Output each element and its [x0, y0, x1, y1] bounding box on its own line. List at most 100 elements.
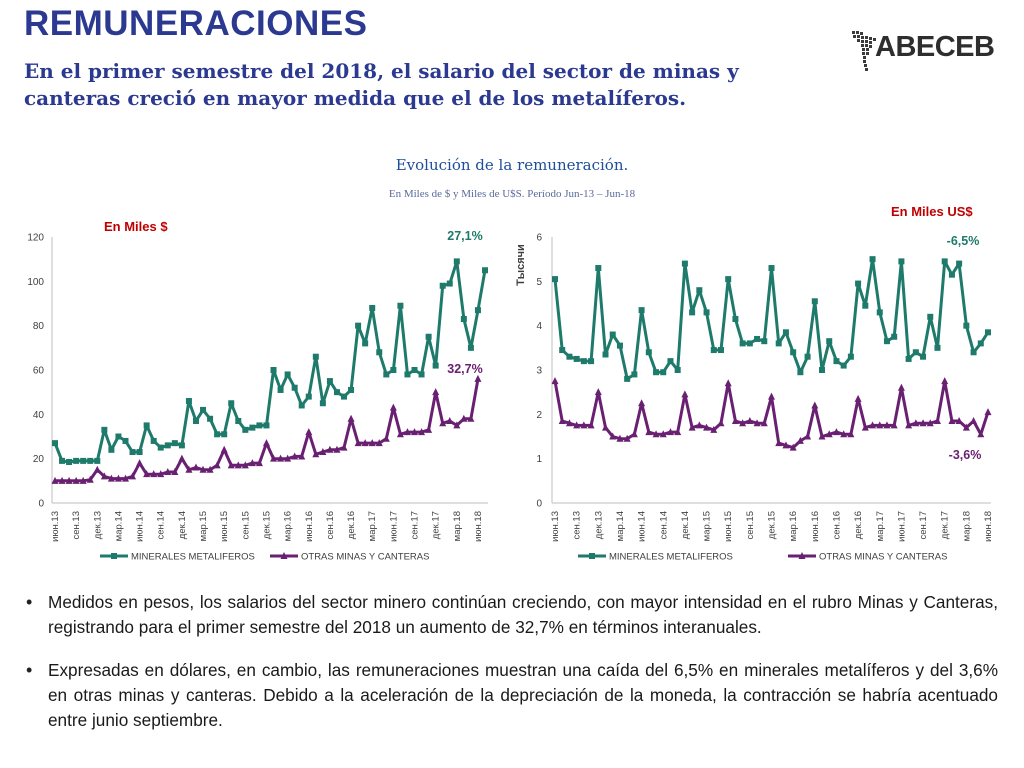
data-point-triangle — [206, 465, 214, 473]
data-point-square — [689, 309, 696, 316]
data-point-triangle — [396, 430, 404, 438]
data-point-triangle — [897, 383, 905, 391]
bullet-list: • Medidos en pesos, los salarios del sec… — [26, 590, 998, 751]
data-point-square — [883, 338, 890, 345]
data-point-triangle — [854, 394, 862, 402]
data-point-triangle — [51, 476, 59, 484]
data-point-triangle — [984, 408, 992, 416]
x-tick-label: дек.16 — [853, 511, 864, 539]
data-point-square — [319, 400, 326, 407]
data-point-square — [855, 280, 862, 287]
legend-marker — [280, 552, 288, 559]
data-point-square — [348, 386, 355, 393]
data-point-triangle — [453, 421, 461, 429]
data-point-triangle — [86, 475, 94, 483]
data-point-triangle — [382, 434, 390, 442]
data-point-square — [609, 331, 616, 338]
data-point-triangle — [192, 463, 200, 471]
x-tick-label: дек.14 — [177, 511, 188, 539]
x-tick-label: мар.16 — [283, 511, 294, 541]
data-point-square — [122, 437, 129, 444]
y-tick-label: 5 — [536, 277, 542, 288]
data-point-triangle — [890, 421, 898, 429]
data-point-triangle — [941, 377, 949, 385]
data-point-square — [847, 353, 854, 360]
data-point-triangle — [199, 465, 207, 473]
data-point-square — [552, 276, 558, 283]
legend-label: MINERALES METALIFEROS — [131, 552, 255, 563]
data-point-square — [963, 322, 970, 329]
data-point-triangle — [825, 430, 833, 438]
x-tick-label: дек.17 — [940, 511, 951, 539]
data-point-triangle — [804, 432, 812, 440]
x-tick-label: июн.13 — [50, 511, 61, 542]
data-point-square — [667, 358, 674, 365]
data-point-square — [221, 431, 228, 438]
data-point-square — [446, 280, 453, 287]
x-tick-label: мар.14 — [615, 511, 626, 541]
abeceb-logo: ABECEB — [848, 28, 995, 74]
data-point-square — [59, 457, 66, 464]
annotation-label: -3,6% — [949, 448, 982, 462]
data-point-triangle — [291, 452, 299, 460]
data-point-triangle — [558, 416, 566, 424]
data-point-triangle — [136, 459, 144, 467]
data-point-square — [129, 449, 136, 456]
data-point-triangle — [811, 401, 819, 409]
data-point-triangle — [652, 430, 660, 438]
data-point-square — [185, 398, 192, 405]
x-tick-label: дек.17 — [431, 511, 442, 539]
data-point-triangle — [847, 430, 855, 438]
data-point-triangle — [171, 467, 179, 475]
data-point-square — [782, 329, 789, 336]
y-tick-label: 2 — [536, 410, 542, 421]
y-tick-label: 1 — [536, 454, 542, 465]
x-tick-label: сен.15 — [745, 511, 756, 540]
legend-marker — [111, 553, 117, 559]
data-point-triangle — [731, 416, 739, 424]
chart-panel-2: 0 1 2 3 4 5 6 Тысячи июн.13 сен.13 дек.13 мар.14 июн… — [515, 233, 994, 563]
data-point-square — [355, 322, 362, 329]
data-point-square — [703, 309, 710, 316]
data-point-triangle — [876, 421, 884, 429]
y-tick-label: 6 — [536, 233, 542, 244]
data-point-square — [404, 371, 411, 378]
data-point-triangle — [594, 388, 602, 396]
data-point-square — [291, 384, 298, 391]
data-point-square — [467, 344, 474, 351]
data-point-triangle — [739, 419, 747, 427]
x-tick-label: июн.16 — [304, 511, 315, 542]
data-point-square — [439, 282, 446, 289]
data-point-square — [768, 265, 775, 272]
data-point-square — [595, 265, 602, 272]
y-tick-label: 40 — [33, 410, 45, 421]
data-point-triangle — [255, 459, 263, 467]
data-point-square — [566, 353, 573, 360]
y-axis-label: Тысячи — [515, 244, 527, 286]
data-point-triangle — [818, 432, 826, 440]
data-point-square — [192, 417, 199, 424]
data-point-triangle — [114, 474, 122, 482]
logo-text: ABECEB — [875, 31, 995, 63]
data-point-square — [249, 424, 256, 431]
data-point-triangle — [100, 472, 108, 480]
data-point-triangle — [241, 461, 249, 469]
logo-map-icon — [852, 31, 876, 71]
data-point-square — [840, 362, 847, 369]
x-tick-label: мар.17 — [367, 511, 378, 541]
data-point-square — [376, 349, 383, 356]
data-point-square — [717, 347, 724, 354]
page-subtitle: En el primer semestre del 2018, el salar… — [24, 59, 739, 110]
data-point-triangle — [340, 443, 348, 451]
data-point-square — [790, 349, 797, 356]
data-point-triangle — [178, 454, 186, 462]
data-point-square — [136, 449, 143, 456]
data-point-square — [411, 367, 418, 373]
data-point-triangle — [361, 439, 369, 447]
data-point-triangle — [425, 425, 433, 433]
bullet-text: Medidos en pesos, los salarios del secto… — [48, 592, 998, 637]
data-point-triangle — [746, 416, 754, 424]
x-tick-label: сен.17 — [410, 511, 421, 540]
x-tick-label: мар.14 — [113, 511, 124, 541]
data-point-square — [674, 367, 681, 373]
